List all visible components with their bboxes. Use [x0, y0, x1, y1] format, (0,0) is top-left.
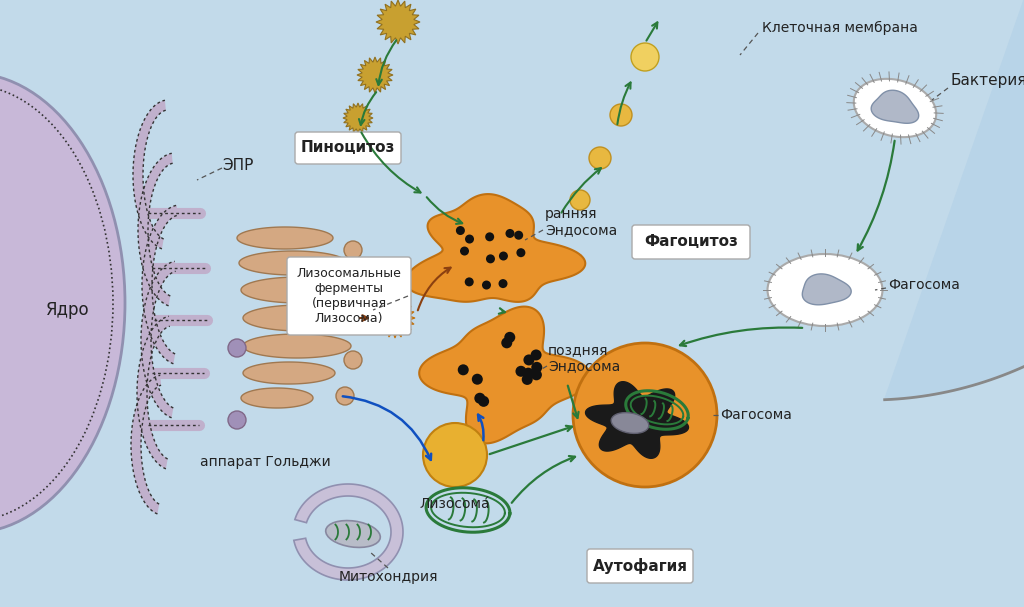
Circle shape: [344, 241, 362, 259]
Circle shape: [478, 396, 489, 407]
Polygon shape: [241, 277, 357, 303]
Circle shape: [514, 231, 523, 240]
Polygon shape: [802, 274, 851, 305]
Polygon shape: [243, 305, 359, 331]
Text: Пиноцитоз: Пиноцитоз: [301, 140, 395, 155]
Circle shape: [465, 234, 474, 243]
Circle shape: [523, 354, 535, 365]
Polygon shape: [239, 251, 347, 275]
Circle shape: [485, 232, 495, 242]
Polygon shape: [885, 0, 1024, 399]
Circle shape: [522, 374, 532, 385]
Circle shape: [589, 147, 611, 169]
Ellipse shape: [768, 254, 883, 326]
Text: Лизосомальные
ферменты
(первичная
Лизосома): Лизосомальные ферменты (первичная Лизосо…: [297, 267, 401, 325]
Polygon shape: [419, 307, 591, 444]
Circle shape: [610, 104, 632, 126]
Circle shape: [515, 366, 526, 377]
Circle shape: [570, 190, 590, 210]
FancyBboxPatch shape: [632, 225, 750, 259]
Circle shape: [499, 279, 508, 288]
Text: Митохондрия: Митохондрия: [338, 570, 437, 584]
Polygon shape: [375, 298, 415, 338]
Circle shape: [504, 332, 515, 343]
Text: ранняя
Эндосома: ранняя Эндосома: [545, 207, 617, 237]
Polygon shape: [237, 227, 333, 249]
Polygon shape: [871, 90, 919, 123]
Text: Клеточная мембрана: Клеточная мембрана: [762, 21, 918, 35]
Text: Фагосома: Фагосома: [720, 408, 792, 422]
Ellipse shape: [0, 73, 125, 533]
Polygon shape: [243, 362, 335, 384]
Circle shape: [506, 229, 514, 238]
Text: аппарат Гольджи: аппарат Гольджи: [200, 455, 331, 469]
Circle shape: [348, 314, 366, 332]
Polygon shape: [243, 334, 351, 358]
Circle shape: [530, 369, 542, 381]
Polygon shape: [133, 100, 166, 249]
Circle shape: [228, 411, 246, 429]
Ellipse shape: [611, 413, 649, 433]
Circle shape: [474, 393, 485, 404]
Circle shape: [456, 226, 465, 235]
Polygon shape: [357, 57, 393, 93]
Circle shape: [458, 364, 469, 375]
Text: Бактерия: Бактерия: [950, 72, 1024, 87]
Circle shape: [531, 362, 543, 373]
Circle shape: [472, 374, 482, 385]
Polygon shape: [343, 103, 373, 133]
Polygon shape: [137, 316, 170, 469]
Text: поздняя
Эндосома: поздняя Эндосома: [548, 343, 621, 373]
Text: Лизосома́: Лизосома́: [420, 497, 490, 511]
Circle shape: [348, 274, 366, 292]
Polygon shape: [854, 79, 936, 137]
FancyBboxPatch shape: [295, 132, 401, 164]
Polygon shape: [406, 194, 586, 302]
Circle shape: [573, 343, 717, 487]
Circle shape: [465, 277, 474, 287]
Circle shape: [523, 368, 534, 379]
Circle shape: [344, 351, 362, 369]
Polygon shape: [138, 154, 173, 306]
Circle shape: [631, 43, 659, 71]
Text: Фагосома: Фагосома: [888, 278, 959, 292]
Circle shape: [499, 251, 508, 260]
Circle shape: [486, 254, 495, 263]
Text: Ядро: Ядро: [46, 301, 90, 319]
Polygon shape: [294, 484, 403, 580]
Text: ЭПР: ЭПР: [222, 157, 253, 172]
Text: Аутофагия: Аутофагия: [593, 558, 687, 574]
Polygon shape: [586, 382, 688, 458]
Polygon shape: [141, 261, 176, 418]
Text: Фагоцитоз: Фагоцитоз: [644, 234, 738, 249]
Circle shape: [228, 339, 246, 357]
Circle shape: [460, 246, 469, 256]
FancyBboxPatch shape: [587, 549, 693, 583]
Circle shape: [530, 350, 542, 361]
Circle shape: [336, 387, 354, 405]
Polygon shape: [241, 388, 313, 408]
Circle shape: [516, 248, 525, 257]
Polygon shape: [376, 0, 420, 44]
Circle shape: [482, 280, 490, 290]
Circle shape: [423, 423, 487, 487]
Ellipse shape: [326, 521, 380, 548]
Polygon shape: [131, 375, 161, 514]
Circle shape: [502, 337, 512, 348]
Polygon shape: [142, 205, 177, 364]
FancyBboxPatch shape: [287, 257, 411, 335]
